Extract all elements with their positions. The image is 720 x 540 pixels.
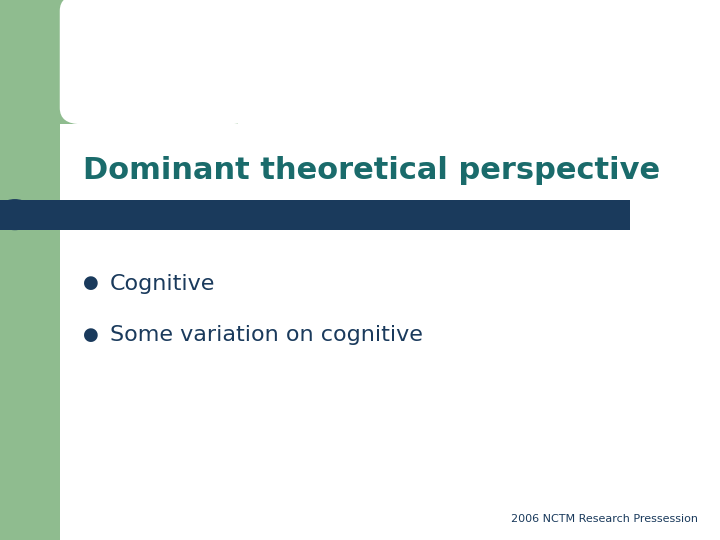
Text: 2006 NCTM Research Pressession: 2006 NCTM Research Pressession [511,514,698,524]
Circle shape [0,200,35,230]
Text: Cognitive: Cognitive [110,273,215,294]
Text: Dominant theoretical perspective: Dominant theoretical perspective [83,156,660,185]
Bar [0,0,238,124]
Bar [0,200,630,230]
FancyBboxPatch shape [60,0,252,124]
Bar [0,0,60,540]
Text: Some variation on cognitive: Some variation on cognitive [110,325,423,345]
Text: ●: ● [83,326,99,344]
Text: ●: ● [83,274,99,293]
